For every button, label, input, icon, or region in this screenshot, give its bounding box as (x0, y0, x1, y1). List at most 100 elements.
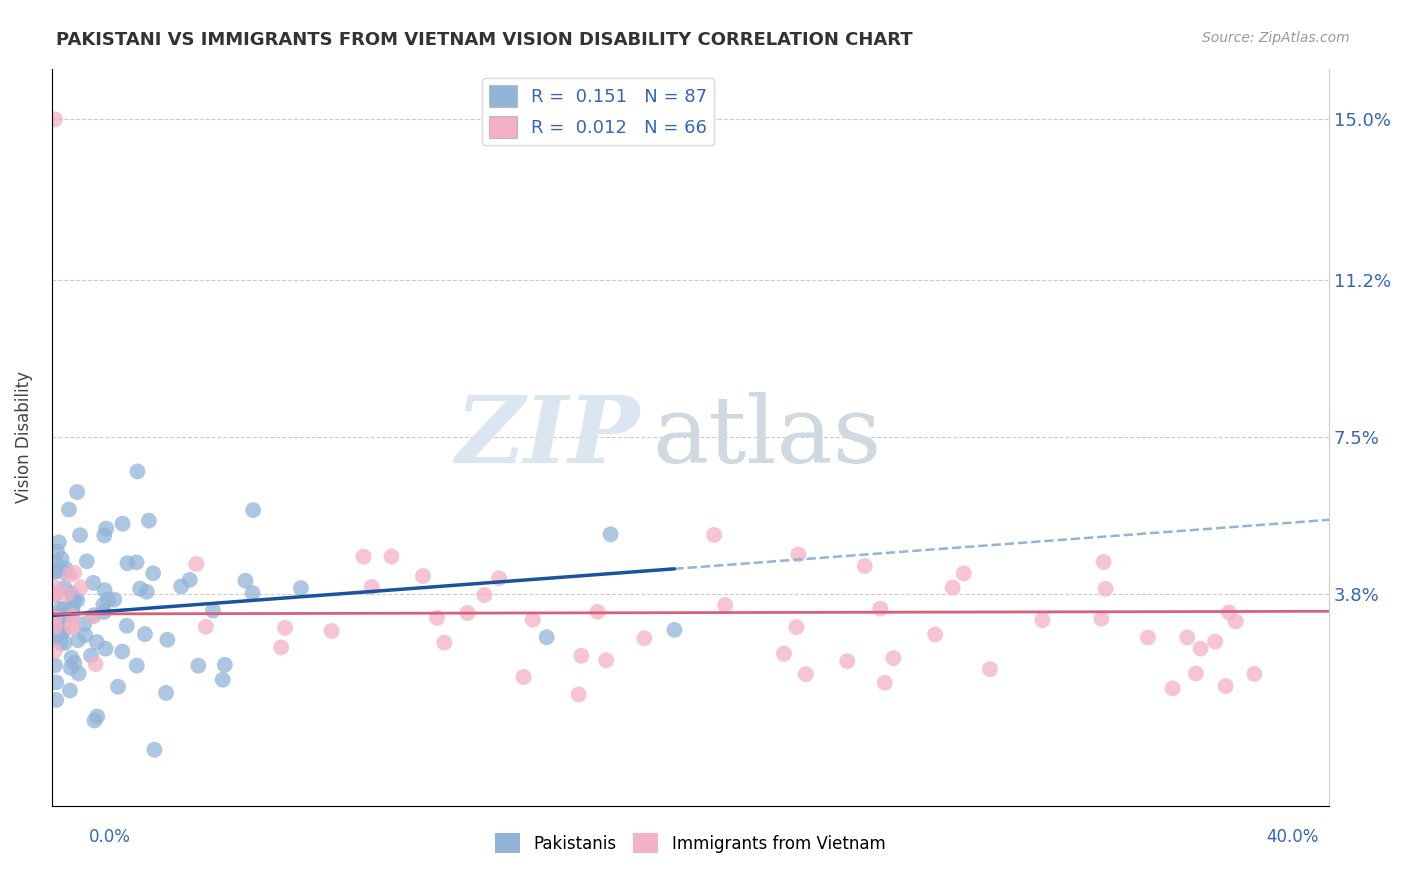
Point (67, 666, 90, 681)
Point (60, 650, 83, 665)
Point (129, 582, 152, 596)
Point (60, 586, 83, 600)
Point (211, 673, 233, 687)
Point (869, 601, 891, 615)
Point (143, 743, 166, 757)
Point (44, 554, 66, 568)
Point (80, 648, 103, 663)
Point (44, 580, 66, 594)
Point (179, 573, 201, 587)
Point (569, 648, 592, 663)
Point (84, 657, 107, 672)
Point (321, 624, 343, 638)
Point (522, 613, 544, 627)
Point (44, 112, 66, 127)
Text: ZIP: ZIP (456, 392, 640, 482)
Point (44, 586, 66, 600)
Point (125, 555, 148, 569)
Point (873, 675, 896, 690)
Point (63, 591, 86, 606)
Point (45, 693, 67, 707)
Point (586, 605, 609, 619)
Text: Source: ZipAtlas.com: Source: ZipAtlas.com (1202, 31, 1350, 45)
Point (86, 635, 108, 649)
Point (62, 591, 84, 606)
Point (63, 656, 86, 670)
Point (360, 580, 382, 594)
Legend: R =  0.151   N = 87, R =  0.012   N = 66: R = 0.151 N = 87, R = 0.012 N = 66 (482, 78, 714, 145)
Point (488, 571, 510, 585)
Point (115, 619, 138, 633)
Point (76, 554, 98, 568)
Point (142, 566, 165, 581)
Point (117, 556, 139, 570)
Point (433, 635, 456, 649)
Text: 0.0%: 0.0% (89, 828, 131, 846)
Point (44, 611, 66, 625)
Point (1185, 666, 1208, 681)
Point (51, 625, 73, 640)
Point (45, 629, 67, 643)
Point (794, 667, 817, 681)
Point (44, 564, 66, 578)
Point (93, 583, 115, 598)
Point (44, 565, 66, 579)
Point (456, 606, 478, 620)
Point (59, 661, 82, 675)
Point (979, 662, 1001, 676)
Point (125, 658, 148, 673)
Point (942, 581, 965, 595)
Point (66, 633, 89, 648)
Point (1215, 679, 1237, 693)
Point (66, 593, 89, 607)
Point (290, 581, 312, 595)
Point (62, 601, 84, 615)
Point (56, 587, 79, 601)
Point (48, 626, 70, 640)
Text: atlas: atlas (652, 392, 882, 482)
Point (111, 644, 134, 658)
Point (595, 653, 617, 667)
Point (882, 651, 904, 665)
Point (1204, 634, 1226, 648)
Point (138, 514, 160, 528)
Point (380, 549, 402, 564)
Y-axis label: Vision Disability: Vision Disability (15, 371, 32, 503)
Point (52, 608, 75, 623)
Point (49, 636, 72, 650)
Point (714, 598, 737, 612)
Point (111, 516, 134, 531)
Point (186, 557, 208, 571)
Point (59, 568, 82, 582)
Point (134, 627, 156, 641)
Point (59, 683, 82, 698)
Point (53, 581, 76, 595)
Point (52, 624, 75, 638)
Point (568, 688, 591, 702)
Text: PAKISTANI VS IMMIGRANTS FROM VIETNAM VISION DISABILITY CORRELATION CHART: PAKISTANI VS IMMIGRANTS FROM VIETNAM VIS… (56, 31, 912, 49)
Point (46, 620, 69, 634)
Point (69, 528, 91, 542)
Point (270, 640, 292, 655)
Point (156, 632, 179, 647)
Point (93, 605, 115, 619)
Point (953, 566, 976, 581)
Point (242, 586, 264, 600)
Point (536, 630, 558, 644)
Point (93, 528, 115, 542)
Text: 40.0%: 40.0% (1267, 828, 1319, 846)
Point (426, 611, 449, 625)
Point (853, 559, 876, 574)
Point (837, 654, 859, 668)
Point (91, 598, 114, 612)
Point (512, 670, 534, 684)
Point (242, 503, 264, 517)
Point (201, 604, 224, 618)
Point (170, 579, 193, 593)
Point (62, 609, 84, 624)
Point (44, 587, 66, 601)
Point (58, 502, 80, 516)
Point (664, 623, 686, 637)
Point (1090, 612, 1112, 626)
Point (1092, 555, 1115, 569)
